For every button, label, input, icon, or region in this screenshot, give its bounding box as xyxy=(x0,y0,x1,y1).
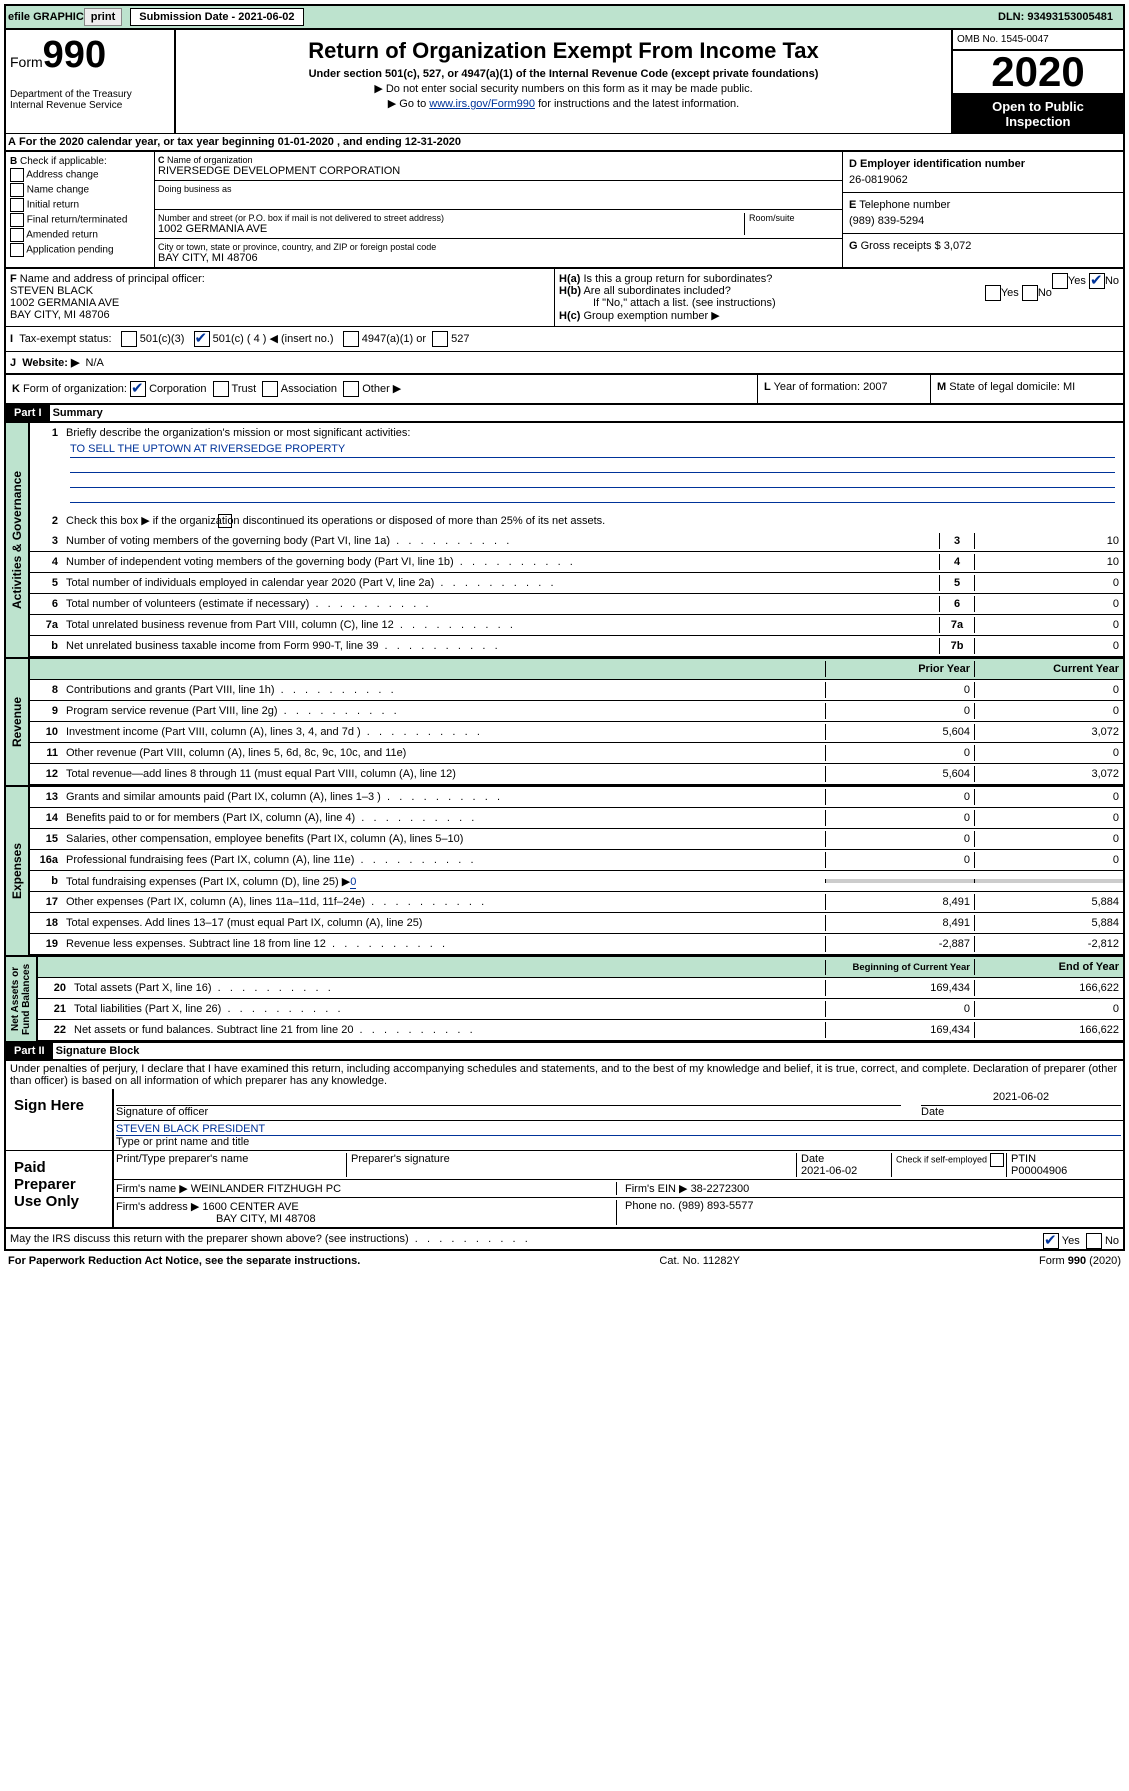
col-c-org: C Name of organizationRIVERSEDGE DEVELOP… xyxy=(155,152,843,267)
irs-link[interactable]: www.irs.gov/Form990 xyxy=(429,98,535,110)
perjury-declaration: Under penalties of perjury, I declare th… xyxy=(4,1061,1125,1089)
vtab-netassets: Net Assets or Fund Balances xyxy=(6,957,38,1041)
org-name: RIVERSEDGE DEVELOPMENT CORPORATION xyxy=(158,165,839,177)
cb-name[interactable]: Name change xyxy=(10,183,150,197)
phone: (989) 839-5294 xyxy=(849,215,1117,227)
sign-here: Sign Here xyxy=(6,1089,114,1150)
paid-preparer: Paid Preparer Use Only xyxy=(6,1151,114,1227)
line-i-taxexempt: I Tax-exempt status: 501(c)(3) 501(c) ( … xyxy=(4,327,1125,352)
right-header: OMB No. 1545-0047 2020 Open to Public In… xyxy=(951,30,1123,133)
tax-year: 2020 xyxy=(953,51,1123,95)
officer-name: STEVEN BLACK PRESIDENT xyxy=(116,1123,1121,1136)
cb-pending[interactable]: Application pending xyxy=(10,243,150,257)
cb-amended[interactable]: Amended return xyxy=(10,228,150,242)
page-footer: For Paperwork Reduction Act Notice, see … xyxy=(4,1251,1125,1271)
part1-bar: Part I xyxy=(6,405,50,421)
org-city: BAY CITY, MI 48706 xyxy=(158,252,839,264)
form-990-box: Form990 Department of the Treasury Inter… xyxy=(6,30,176,133)
cb-final[interactable]: Final return/terminated xyxy=(10,213,150,227)
print-button[interactable]: print xyxy=(84,8,122,26)
org-address: 1002 GERMANIA AVE xyxy=(158,223,744,235)
col-de: D Employer identification number26-08190… xyxy=(843,152,1123,267)
form-title-cell: Return of Organization Exempt From Incom… xyxy=(176,30,951,133)
efile-label: efile GRAPHIC xyxy=(8,11,84,23)
discuss-line: May the IRS discuss this return with the… xyxy=(4,1229,1125,1251)
vtab-activities: Activities & Governance xyxy=(6,423,30,657)
efile-topbar: efile GRAPHIC print Submission Date - 20… xyxy=(4,4,1125,30)
dln: DLN: 93493153005481 xyxy=(998,11,1121,23)
gross-receipts: 3,072 xyxy=(944,240,972,252)
ein: 26-0819062 xyxy=(849,174,1117,186)
vtab-revenue: Revenue xyxy=(6,659,30,785)
line-j-website: J Website: ▶ N/A xyxy=(4,352,1125,375)
cb-address[interactable]: Address change xyxy=(10,168,150,182)
line-a: A For the 2020 calendar year, or tax yea… xyxy=(4,133,1125,152)
dept-treasury: Department of the Treasury Internal Reve… xyxy=(10,89,170,111)
box-h: H(a) Is this a group return for subordin… xyxy=(555,269,1123,326)
box-f-officer: F Name and address of principal officer:… xyxy=(6,269,555,326)
row-klm: K Form of organization: Corporation Trus… xyxy=(4,375,1125,405)
col-b-checks: B Check if applicable: Address change Na… xyxy=(6,152,155,267)
submission-date: Submission Date - 2021-06-02 xyxy=(130,8,303,26)
part2-bar: Part II xyxy=(6,1043,53,1059)
vtab-expenses: Expenses xyxy=(6,787,30,955)
form-title: Return of Organization Exempt From Incom… xyxy=(180,38,947,64)
cb-initial[interactable]: Initial return xyxy=(10,198,150,212)
val-3: 10 xyxy=(974,533,1123,549)
open-public: Open to Public Inspection xyxy=(953,95,1123,133)
mission-text: TO SELL THE UPTOWN AT RIVERSEDGE PROPERT… xyxy=(70,443,1115,458)
